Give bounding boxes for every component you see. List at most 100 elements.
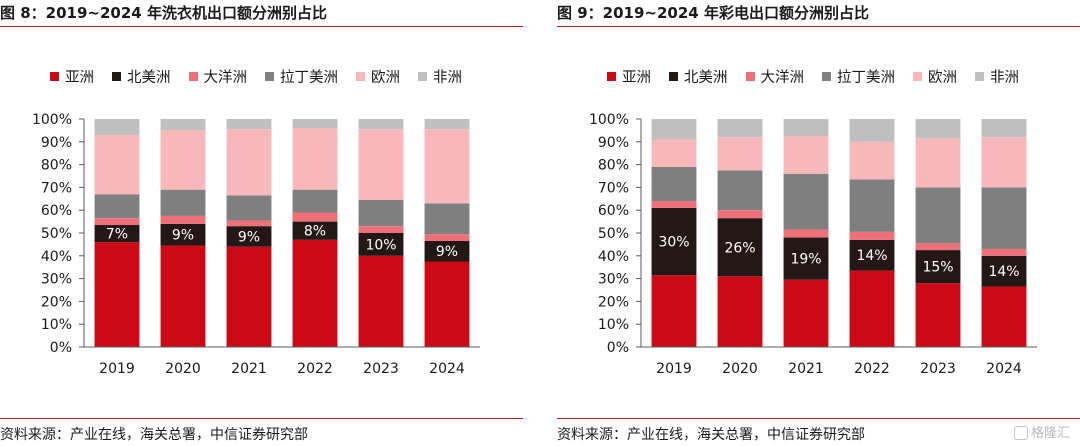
y-tick-label: 10% — [41, 317, 72, 333]
stacked-bar-chart: 0% 10% 20% 30% 40% 50% 60% 70% 80% 90% 100% 30% 2019… — [589, 112, 1037, 377]
bar-segment — [424, 234, 470, 241]
bar-segment — [651, 119, 697, 140]
bar-segment — [424, 129, 470, 204]
y-tick-label: 40% — [41, 249, 72, 265]
bar-segment — [226, 220, 272, 227]
bar-segment — [292, 128, 338, 190]
bar-data-label: 8% — [304, 224, 326, 240]
legend: 亚洲 北美洲 大洋洲 拉丁美洲 欧洲 非洲 — [607, 66, 1019, 87]
y-tick-label: 90% — [41, 135, 72, 151]
bar-segment — [717, 119, 763, 138]
y-tick-label: 100% — [589, 112, 629, 128]
legend-item: 北美洲 — [669, 66, 728, 87]
y-tick-label: 70% — [41, 180, 72, 196]
bar-segment — [292, 221, 338, 240]
bar-segment — [849, 141, 895, 180]
source-rule — [557, 418, 1080, 419]
bar-data-label: 9% — [238, 229, 260, 245]
bar-segment — [849, 231, 895, 240]
bar-data-label: 26% — [724, 240, 755, 256]
bar-segment — [226, 195, 272, 221]
bar-data-label: 9% — [172, 228, 194, 244]
bar-segment — [981, 119, 1027, 138]
legend-swatch — [669, 72, 678, 81]
chart-title: 图 8：2019~2024 年洗衣机出口额分洲别占比 — [0, 4, 327, 22]
x-tick-label: 2021 — [788, 361, 824, 377]
bar-segment — [651, 139, 697, 167]
bar-segment — [160, 189, 206, 216]
legend: 亚洲 北美洲 大洋洲 拉丁美洲 欧洲 非洲 — [50, 66, 462, 87]
bar-segment — [717, 210, 763, 219]
bar-segment — [915, 250, 961, 284]
bar-segment — [94, 119, 140, 135]
y-tick-label: 0% — [50, 340, 72, 356]
bar-segment — [651, 275, 697, 347]
bar-segment — [849, 179, 895, 232]
x-tick-label: 2019 — [99, 361, 135, 377]
source-rule — [0, 418, 523, 419]
legend-item: 亚洲 — [50, 66, 94, 87]
x-tick-label: 2023 — [363, 361, 399, 377]
legend-label: 非洲 — [990, 70, 1019, 86]
x-tick-label: 2019 — [656, 361, 692, 377]
legend-swatch — [188, 72, 198, 81]
bar-segment — [94, 225, 140, 243]
bar-segment — [226, 129, 272, 196]
bar-segment — [358, 233, 404, 256]
y-tick-label: 60% — [598, 203, 629, 219]
bar-segment — [981, 255, 1027, 287]
legend-label: 大洋洲 — [203, 70, 248, 86]
bar-segment — [651, 201, 697, 208]
legend-swatch — [607, 72, 616, 81]
bar-segment — [160, 215, 206, 224]
legend-item: 大洋洲 — [745, 66, 804, 87]
bar-segment — [424, 240, 470, 262]
bar-segment — [424, 261, 470, 347]
y-tick-label: 70% — [598, 180, 629, 196]
bar-segment — [783, 173, 829, 230]
bar-data-label: 7% — [106, 227, 128, 243]
legend-item: 拉丁美洲 — [822, 66, 895, 87]
legend-label: 拉丁美洲 — [280, 70, 338, 86]
legend-swatch — [265, 72, 274, 81]
y-tick-label: 80% — [598, 158, 629, 174]
legend-item: 大洋洲 — [188, 66, 248, 87]
y-tick-label: 50% — [598, 226, 629, 242]
legend-label: 亚洲 — [65, 70, 94, 86]
legend-label: 欧洲 — [371, 70, 400, 86]
legend-item: 亚洲 — [607, 66, 651, 87]
watermark: 格隆汇 — [1013, 422, 1070, 441]
source-note: 资料来源：产业在线，海关总署，中信证券研究部 — [0, 427, 308, 443]
y-tick-label: 20% — [41, 294, 72, 310]
legend-swatch — [356, 72, 365, 81]
bar-segment — [160, 119, 206, 131]
legend-swatch — [913, 72, 922, 81]
legend-item: 拉丁美洲 — [265, 66, 338, 87]
x-tick-label: 2024 — [429, 361, 465, 377]
bar-segment — [651, 166, 697, 202]
bar-segment — [717, 137, 763, 171]
bar-segment — [292, 119, 338, 129]
x-tick-label: 2022 — [854, 361, 890, 377]
bar-segment — [915, 243, 961, 251]
bar-segment — [424, 203, 470, 235]
bar-segment — [226, 226, 272, 247]
bar-segment — [94, 242, 140, 347]
bar-data-label: 14% — [856, 248, 887, 264]
legend-item: 非洲 — [418, 66, 462, 87]
legend-swatch — [112, 72, 121, 81]
bar-segment — [358, 129, 404, 200]
bar-data-label: 15% — [922, 260, 953, 276]
bar-segment — [981, 137, 1027, 188]
bar-segment — [94, 218, 140, 226]
legend-label: 亚洲 — [622, 70, 651, 86]
bar-segment — [981, 286, 1027, 347]
y-tick-label: 10% — [598, 317, 629, 333]
legend-item: 欧洲 — [913, 66, 957, 87]
legend-item: 北美洲 — [112, 66, 171, 87]
watermark-text: 格隆汇 — [1030, 426, 1070, 441]
bar-segment — [160, 223, 206, 246]
x-tick-label: 2021 — [231, 361, 267, 377]
legend-swatch — [975, 72, 984, 81]
bar-segment — [292, 212, 338, 222]
